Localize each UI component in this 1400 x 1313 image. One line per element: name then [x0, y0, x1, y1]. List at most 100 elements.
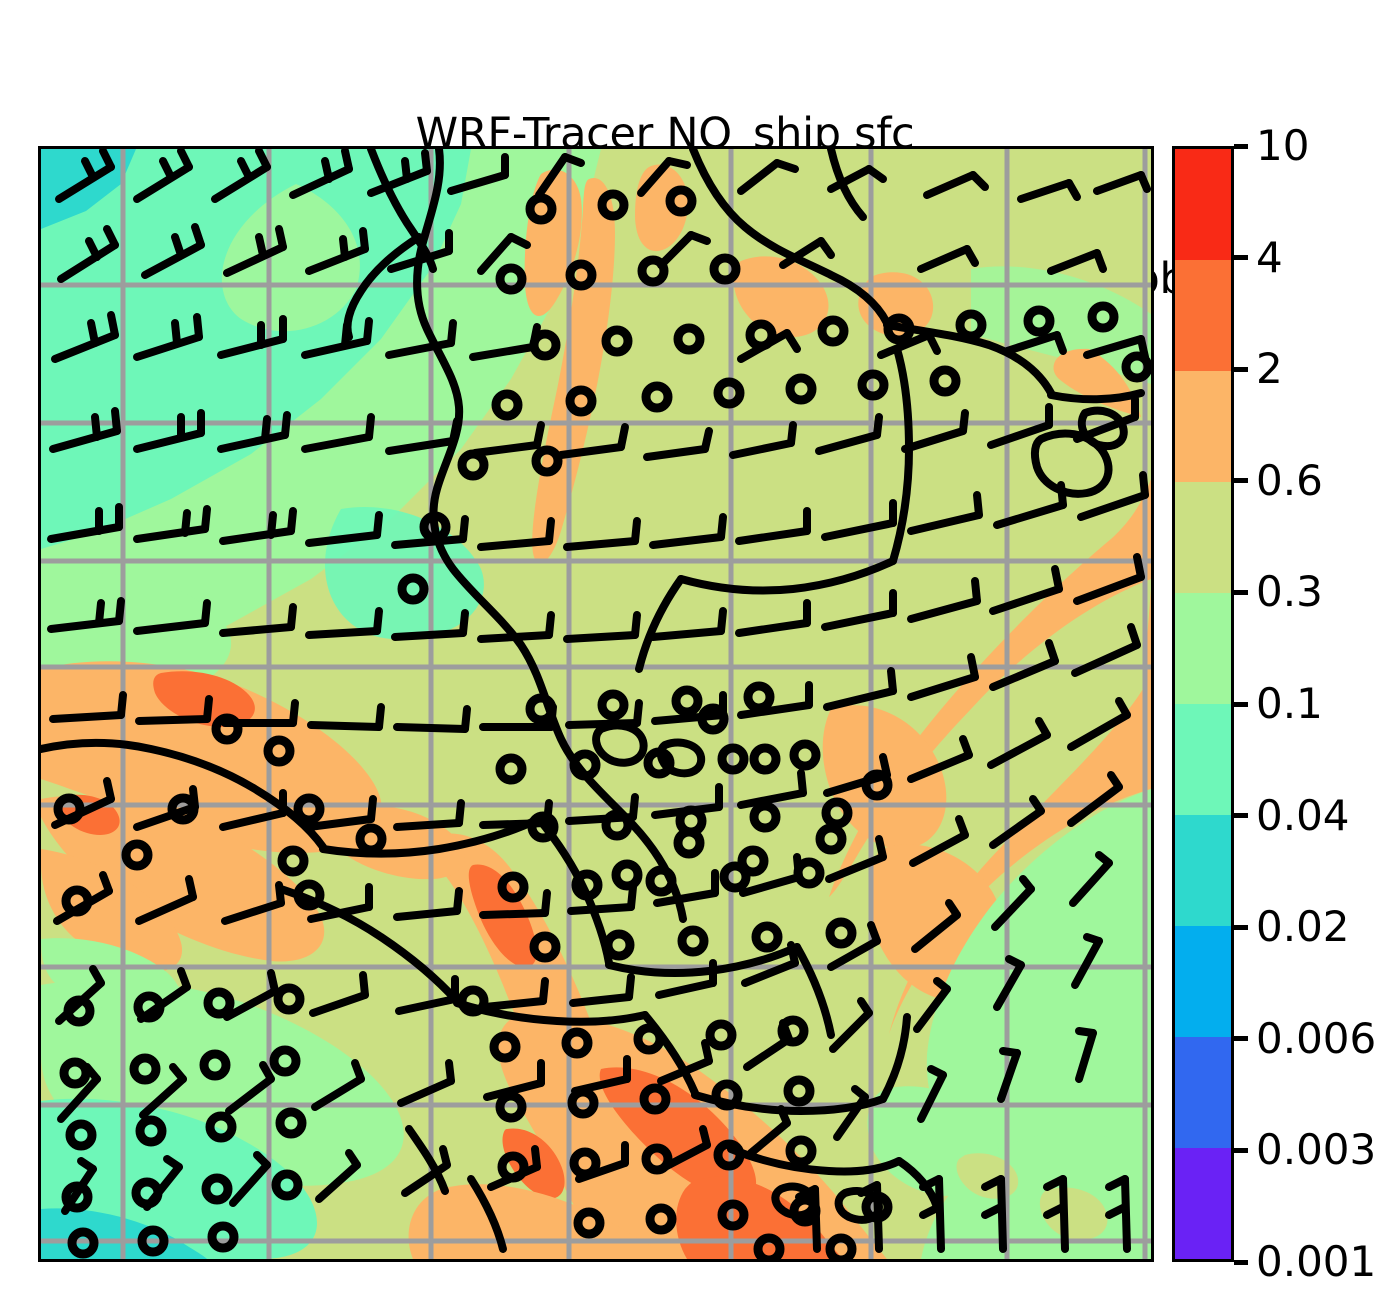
- colorbar-segment-0p1-0p3: [1175, 593, 1231, 704]
- wind-barb: [133, 313, 203, 361]
- wind-barb: [57, 225, 119, 283]
- lake-ne-b: [1077, 406, 1128, 450]
- border-west-2: [319, 815, 543, 858]
- contour-tongue-nw-a: [221, 184, 360, 332]
- wind-barb: [391, 515, 469, 549]
- wind-barb: [385, 417, 461, 455]
- wind-barb: [141, 223, 205, 279]
- tick-label: 0.003: [1256, 1125, 1377, 1175]
- tick-label: 0.04: [1256, 790, 1350, 840]
- river-south-b: [405, 1125, 449, 1195]
- wind-barb: [1069, 851, 1113, 907]
- map-plot-area[interactable]: [38, 146, 1154, 1262]
- wind-barb: [305, 795, 377, 831]
- wind-barb: [47, 503, 123, 543]
- wind-barb: [55, 149, 115, 203]
- wind-barb: [219, 603, 297, 637]
- tick-mark: [1234, 255, 1248, 261]
- colorbar-segment-0p3-0p6: [1175, 482, 1231, 593]
- wind-barb: [305, 607, 383, 639]
- plume-west-hot: [153, 671, 255, 727]
- wind-barb: [729, 421, 797, 459]
- wind-barb: [309, 971, 369, 1017]
- colorbar-segment-0p003-0p006: [1175, 1037, 1231, 1148]
- wind-barb: [133, 505, 211, 543]
- tick-label: 0.1: [1256, 679, 1323, 728]
- wind-barb: [133, 599, 211, 635]
- tick-mark: [1234, 701, 1248, 707]
- wind-barb: [1093, 171, 1151, 195]
- wind-barb: [385, 319, 457, 359]
- wind-barb: [393, 799, 465, 831]
- wind-barb: [135, 875, 197, 925]
- tick-label: 4: [1256, 232, 1283, 282]
- tick-mark: [1234, 366, 1248, 372]
- wind-barb: [315, 1149, 361, 1203]
- border-south-3: [879, 1013, 911, 1103]
- colorbar[interactable]: 10 4 2 0.6 0.3 0.1: [1172, 121, 1376, 1286]
- wind-barb: [1003, 331, 1067, 355]
- wind-barb: [1067, 697, 1131, 751]
- wind-barb: [217, 411, 291, 453]
- wind-barb: [1071, 623, 1141, 677]
- river-south: [467, 1175, 507, 1253]
- wind-barb: [221, 881, 285, 925]
- wind-barb: [907, 735, 973, 783]
- wind-barb: [653, 869, 719, 907]
- wind-barb: [217, 315, 287, 359]
- wind-barb: [1075, 1027, 1097, 1083]
- wind-barb: [289, 149, 353, 199]
- wind-barb: [917, 1065, 947, 1123]
- plume-south-hot-a: [599, 1067, 757, 1200]
- wind-barb: [735, 507, 811, 545]
- wind-barb: [649, 607, 727, 641]
- wind-barb: [301, 413, 375, 453]
- wind-barb: [827, 165, 887, 193]
- wind-barb: [1105, 1175, 1131, 1253]
- wind-barb: [823, 667, 897, 711]
- wind-barb: [637, 157, 691, 197]
- wind-barb: [993, 481, 1067, 529]
- wind-barb: [49, 691, 127, 723]
- wind-barb: [567, 883, 637, 915]
- wind-barb: [139, 1063, 187, 1119]
- wind-barb: [737, 769, 807, 809]
- wind-barb: [569, 973, 635, 1007]
- wind-barb: [917, 245, 979, 273]
- wind-barb: [397, 1059, 455, 1107]
- wind-barb: [907, 577, 981, 623]
- wind-barb: [901, 409, 969, 453]
- wind-barb: [1047, 249, 1107, 275]
- tick-mark: [1234, 813, 1248, 819]
- wind-barb: [907, 653, 979, 701]
- colorbar-segment-0p04-0p1: [1175, 704, 1231, 815]
- tick-mark: [1234, 924, 1248, 930]
- wind-barb: [815, 413, 883, 455]
- border-ne-coast: [1047, 389, 1145, 404]
- wind-barb: [387, 229, 453, 273]
- wind-barb: [229, 1151, 271, 1207]
- wind-barb: [735, 599, 811, 637]
- colorbar-gradient: [1172, 146, 1234, 1262]
- wind-barb: [483, 1059, 545, 1101]
- speckle-se-b: [1039, 1187, 1108, 1240]
- wind-barb: [1067, 771, 1123, 827]
- wind-barb: [471, 421, 545, 457]
- coastline-south-bay: [727, 1145, 903, 1176]
- wind-barb: [991, 875, 1035, 931]
- contour-band-se-green: [926, 789, 1151, 1175]
- wind-barb: [225, 1061, 275, 1115]
- wind-barb: [47, 597, 125, 633]
- tick-mark: [1234, 143, 1248, 149]
- wind-barb: [477, 611, 555, 643]
- wind-barb: [479, 889, 551, 919]
- wind-barb: [909, 815, 969, 867]
- wind-barb: [1071, 933, 1103, 989]
- colorbar-segment-0p02-0p04: [1175, 815, 1231, 926]
- wind-barb: [307, 703, 385, 731]
- border-east-2: [883, 321, 1055, 397]
- border-sw-1: [277, 885, 461, 1005]
- wind-barb: [305, 511, 383, 547]
- island-south-a: [771, 1182, 818, 1220]
